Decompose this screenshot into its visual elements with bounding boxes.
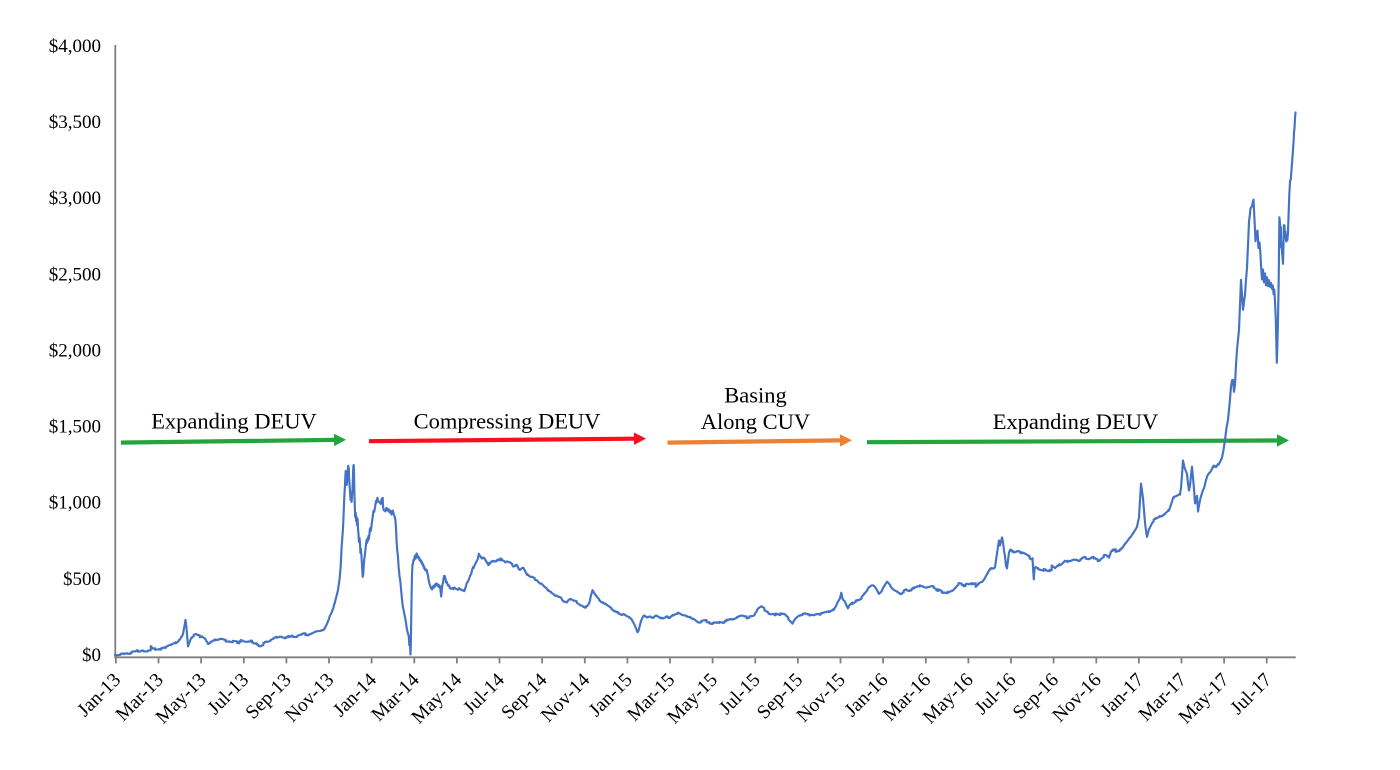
- svg-text:$4,000: $4,000: [49, 36, 101, 57]
- svg-text:Along CUV: Along CUV: [701, 409, 810, 434]
- svg-text:$1,000: $1,000: [49, 493, 101, 514]
- svg-text:$500: $500: [63, 569, 101, 590]
- svg-text:$2,500: $2,500: [49, 264, 101, 285]
- svg-text:$3,000: $3,000: [49, 188, 101, 209]
- svg-text:Expanding DEUV: Expanding DEUV: [151, 409, 317, 434]
- svg-text:$0: $0: [82, 645, 101, 666]
- svg-text:$1,500: $1,500: [49, 417, 101, 438]
- svg-text:$2,000: $2,000: [49, 340, 101, 361]
- svg-text:Basing: Basing: [724, 383, 787, 408]
- svg-text:$3,500: $3,500: [49, 112, 101, 133]
- svg-text:Compressing DEUV: Compressing DEUV: [414, 409, 601, 434]
- svg-text:Expanding DEUV: Expanding DEUV: [993, 409, 1159, 434]
